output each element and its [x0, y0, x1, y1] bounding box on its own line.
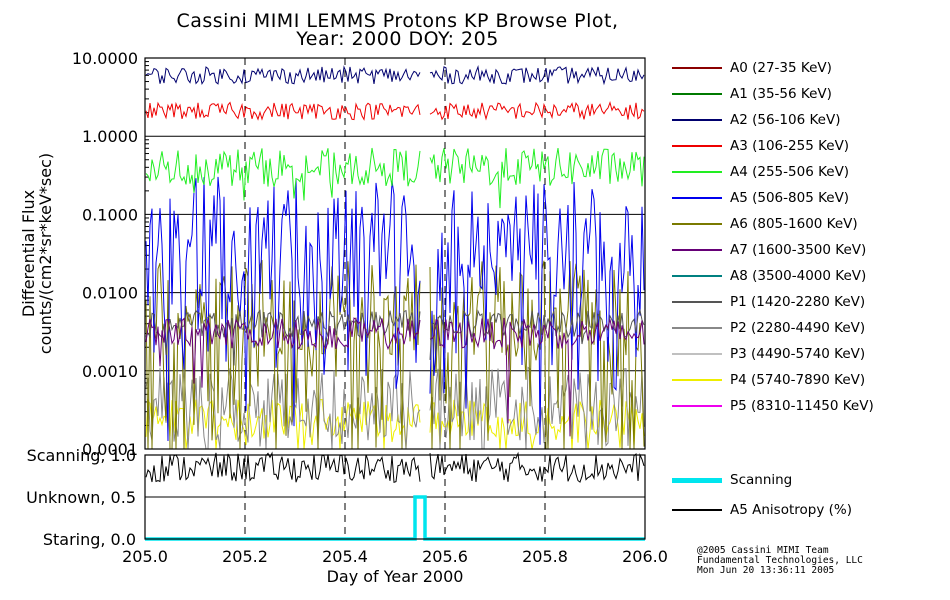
legend-item: P4 (5740-7890 KeV) [672, 370, 865, 390]
series-trace-a5 [145, 176, 645, 445]
legend-item: A7 (1600-3500 KeV) [672, 240, 866, 260]
legend-swatch [672, 197, 722, 199]
legend-label: A2 (56-106 KeV) [730, 112, 841, 128]
x-tick-label: 205.8 [522, 547, 568, 566]
series-trace-a4 [145, 147, 645, 209]
legend-item: A5 (506-805 KeV) [672, 188, 849, 208]
legend-item: P5 (8310-11450 KeV) [672, 396, 874, 416]
flux-ytick-label: 1.0000 [82, 127, 138, 146]
flux-ytick-label: 0.0001 [82, 440, 138, 459]
flux-ytick-label: 0.0100 [82, 284, 138, 303]
legend-swatch [672, 379, 722, 381]
legend-item: A3 (106-255 KeV) [672, 136, 849, 156]
legend-item: A4 (255-506 KeV) [672, 162, 849, 182]
legend-item: A1 (35-56 KeV) [672, 84, 832, 104]
x-tick-label: 205.2 [222, 547, 268, 566]
legend-item: A5 Anisotropy (%) [672, 500, 852, 520]
x-axis-label: Day of Year 2000 [327, 567, 464, 586]
legend-swatch [672, 275, 722, 277]
legend-swatch [672, 327, 722, 329]
legend-label: A8 (3500-4000 KeV) [730, 268, 867, 284]
series-trace-a7 [145, 317, 645, 437]
series-trace-anisotropy [145, 451, 645, 483]
legend-swatch [672, 353, 722, 355]
legend-swatch [672, 67, 722, 69]
legend-swatch [672, 301, 722, 303]
legend-label: P1 (1420-2280 KeV) [730, 294, 866, 310]
legend-label: A7 (1600-3500 KeV) [730, 242, 867, 258]
flux-ytick-label: 10.0000 [72, 49, 138, 68]
legend-item: Scanning [672, 470, 792, 490]
legend-label: P4 (5740-7890 KeV) [730, 372, 866, 388]
legend-label: A0 (27-35 KeV) [730, 60, 832, 76]
footer-copyright: @2005 Cassini MIMI Team [697, 545, 829, 556]
mode-ytick-label: Scanning, 1.0 [27, 446, 136, 465]
legend-swatch [672, 171, 722, 173]
legend-item: A2 (56-106 KeV) [672, 110, 840, 130]
legend-item: A0 (27-35 KeV) [672, 58, 832, 78]
mode-plot-frame [144, 454, 646, 540]
legend-label: P3 (4490-5740 KeV) [730, 346, 866, 362]
legend-swatch [672, 145, 722, 147]
legend-label: Scanning [730, 472, 793, 488]
x-tick-label: 205.4 [322, 547, 368, 566]
legend-swatch [672, 249, 722, 251]
legend-label: A5 (506-805 KeV) [730, 190, 850, 206]
flux-ytick-label: 0.0010 [82, 362, 138, 381]
flux-ylabel-line2: counts/(cm2*sr*keV*sec) [36, 153, 55, 354]
legend-item: P1 (1420-2280 KeV) [672, 292, 865, 312]
flux-plot-frame [144, 57, 646, 450]
x-tick-label: 206.0 [622, 547, 668, 566]
legend-item: P3 (4490-5740 KeV) [672, 344, 865, 364]
legend-label: A6 (805-1600 KeV) [730, 216, 858, 232]
x-tick-label: 205.6 [422, 547, 468, 566]
legend-swatch [672, 477, 722, 483]
legend-label: P2 (2280-4490 KeV) [730, 320, 866, 336]
legend-item: A6 (805-1600 KeV) [672, 214, 858, 234]
footer-timestamp: Mon Jun 20 13:36:11 2005 [697, 565, 835, 576]
x-tick-label: 205.0 [122, 547, 168, 566]
legend-label: A5 Anisotropy (%) [730, 502, 852, 518]
legend-item: A8 (3500-4000 KeV) [672, 266, 866, 286]
mode-ytick-label: Unknown, 0.5 [26, 488, 136, 507]
legend-swatch [672, 223, 722, 225]
mode-ytick-label: Staring, 0.0 [43, 530, 136, 549]
flux-ytick-label: 0.1000 [82, 205, 138, 224]
footer-organization: Fundamental Technologies, LLC [697, 555, 863, 566]
series-trace-a3 [145, 100, 645, 121]
legend-label: A4 (255-506 KeV) [730, 164, 850, 180]
legend-swatch [672, 405, 722, 407]
legend-item: P2 (2280-4490 KeV) [672, 318, 865, 338]
legend-label: A3 (106-255 KeV) [730, 138, 850, 154]
chart-title-line1: Cassini MIMI LEMMS Protons KP Browse Plo… [176, 10, 619, 32]
legend-label: P5 (8310-11450 KeV) [730, 398, 874, 414]
legend-swatch [672, 93, 722, 95]
flux-ylabel-line1: Differential Flux [19, 190, 38, 317]
legend-swatch [672, 509, 722, 511]
series-trace-a2 [145, 64, 645, 86]
legend-label: A1 (35-56 KeV) [730, 86, 832, 102]
series-trace-scanning [145, 495, 645, 541]
chart-title-line2: Year: 2000 DOY: 205 [296, 28, 499, 50]
legend-swatch [672, 119, 722, 121]
